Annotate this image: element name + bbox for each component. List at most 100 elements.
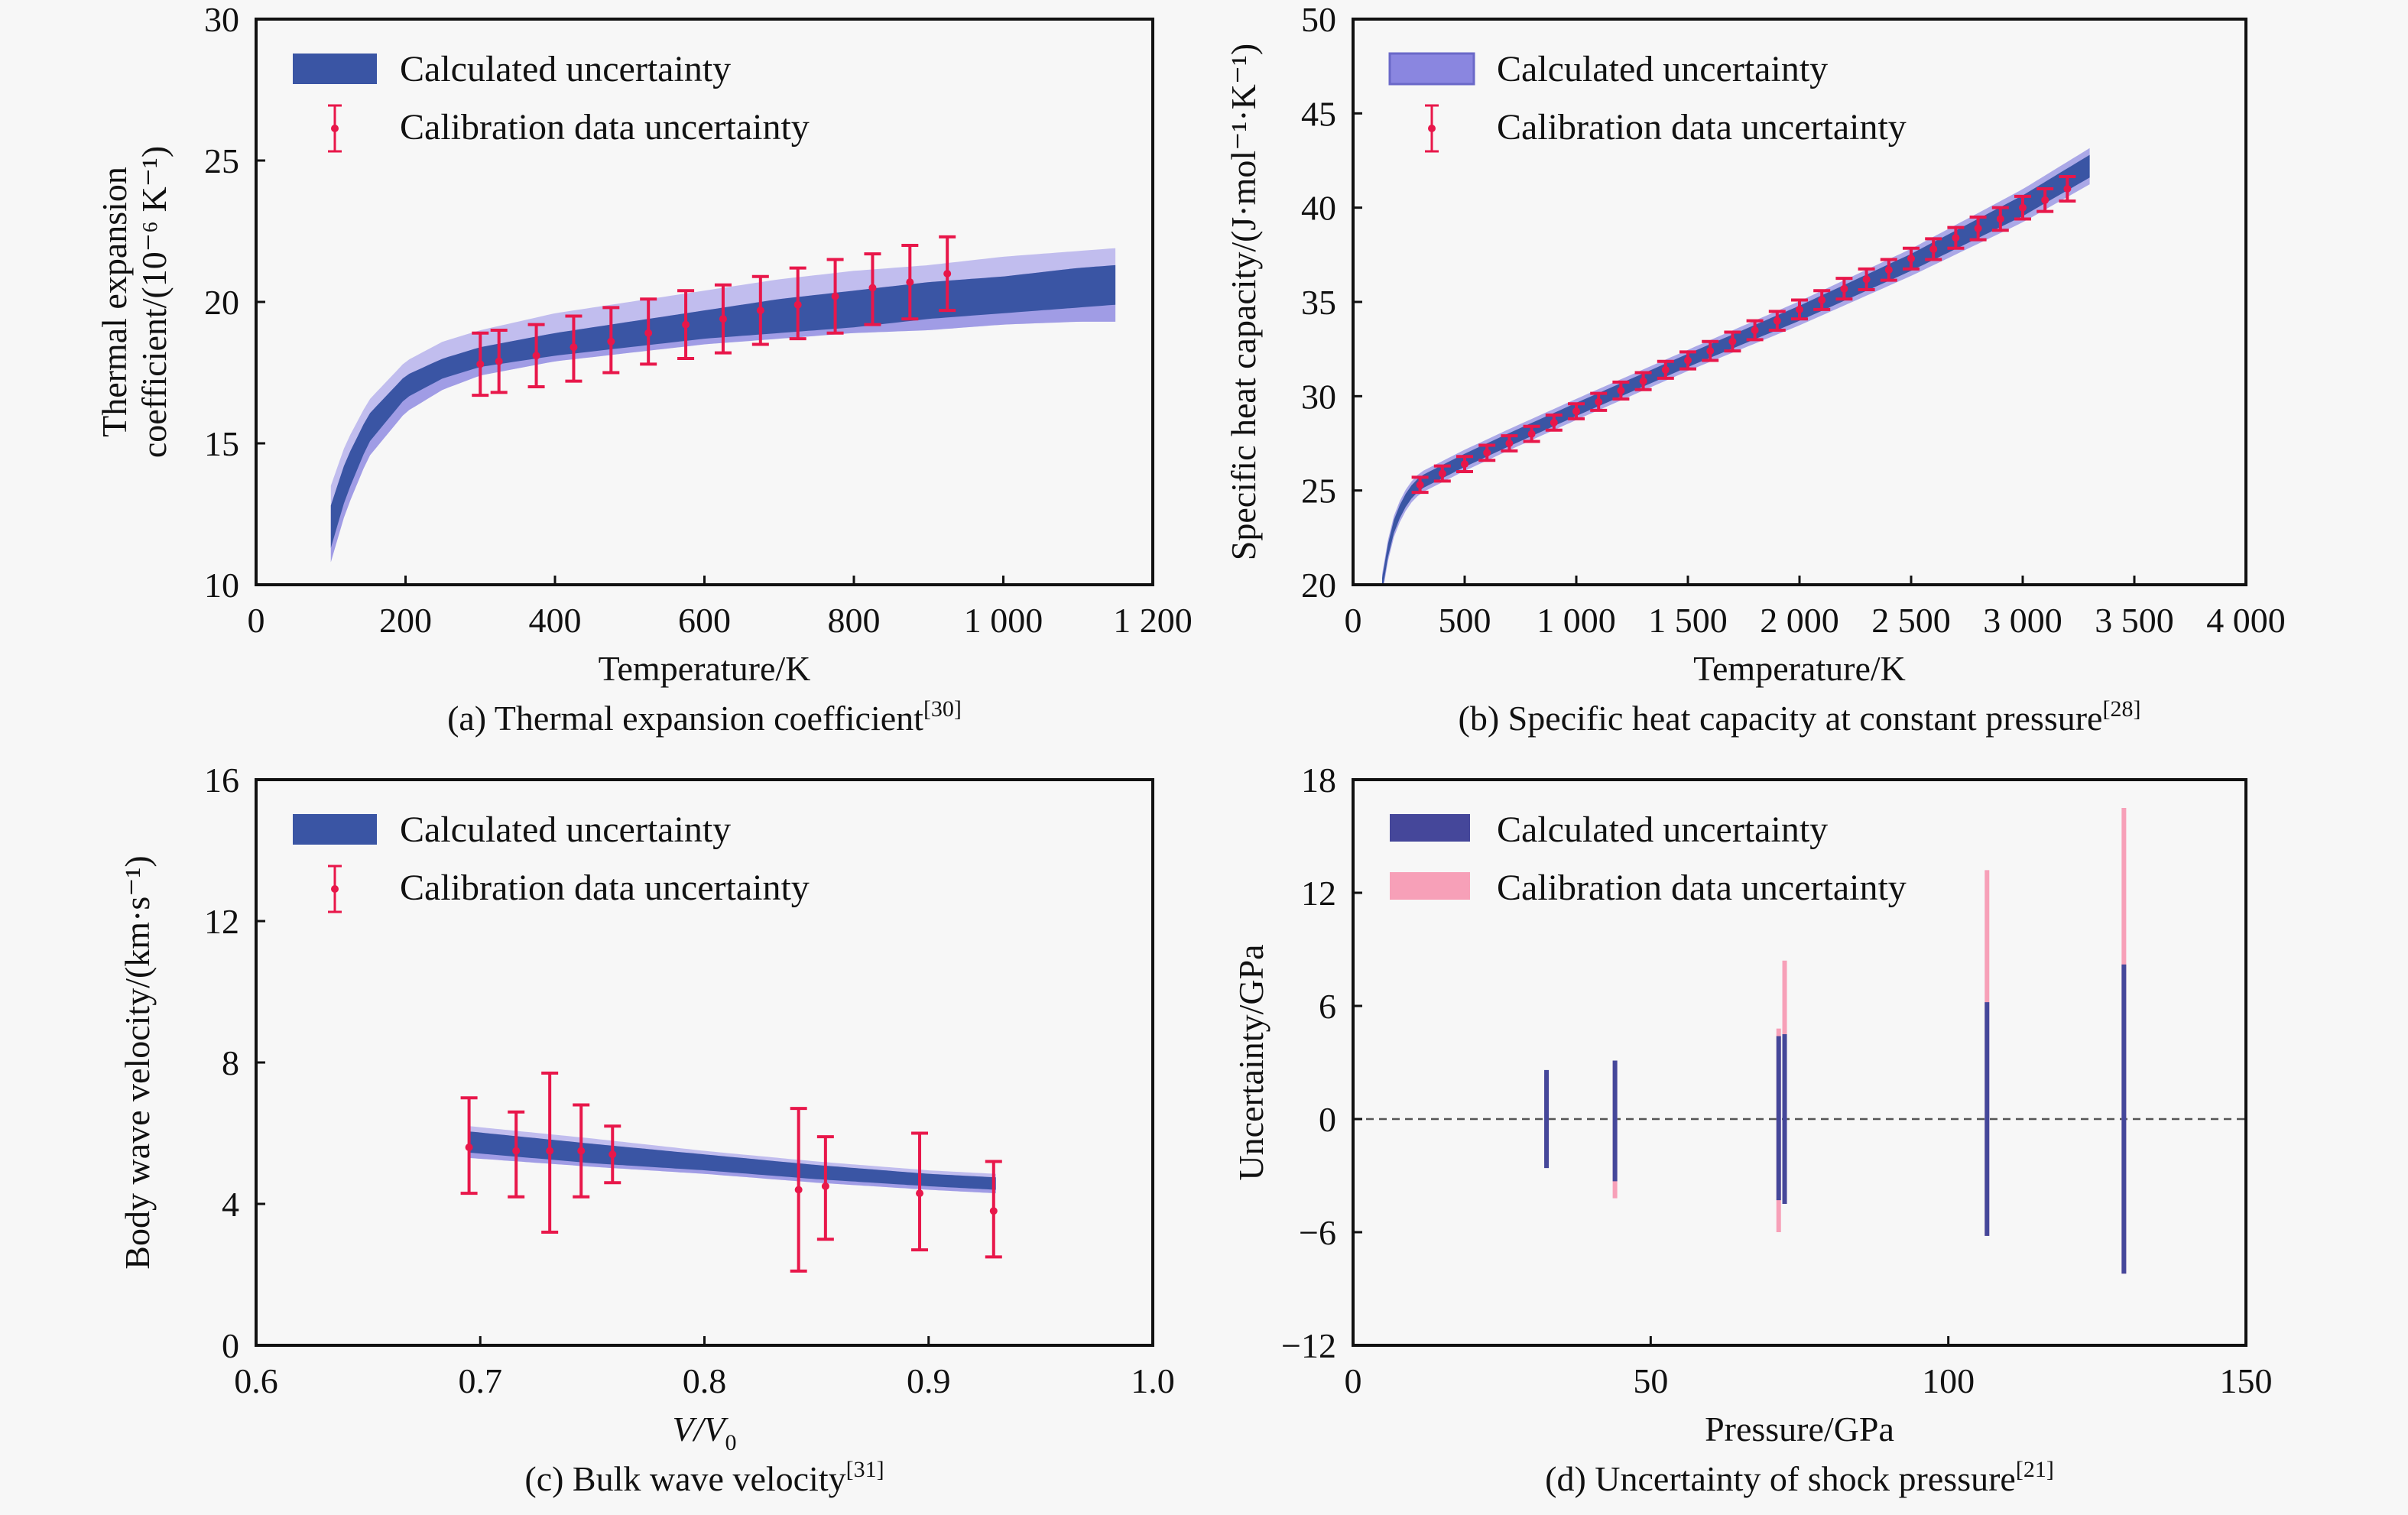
- panel-b: 0 500 1 000 1 500 2 000 2 500 3 000 3 500 4 000 2…: [1224, 0, 2286, 738]
- error-bar: [1791, 298, 1808, 321]
- data-point: [1996, 215, 2004, 223]
- error-bar: [1969, 216, 1987, 242]
- error-bar: [541, 1071, 559, 1234]
- x-tick-label: 3 500: [2095, 601, 2174, 640]
- error-bar: [472, 331, 489, 397]
- error-bar: [790, 1107, 807, 1273]
- legend-label-calculated: Calculated uncertainty: [1497, 49, 1828, 89]
- data-point: [1884, 266, 1893, 274]
- data-point: [793, 300, 802, 309]
- legend: Calculated uncertainty Calibration data u…: [293, 809, 810, 913]
- x-tick-label: 1.0: [1131, 1361, 1175, 1400]
- data-point: [1796, 305, 1803, 313]
- legend-errorbar-point: [331, 885, 339, 893]
- x-tick-label: 200: [379, 601, 432, 640]
- error-bar: [2036, 187, 2054, 213]
- error-bar: [1880, 258, 1897, 282]
- x-tick-label: 2 000: [1760, 601, 1839, 640]
- error-bar: [1523, 424, 1540, 443]
- y-tick-label: 10: [204, 566, 239, 605]
- x-tick-label: 400: [529, 601, 582, 640]
- y-tick-label: 45: [1301, 94, 1336, 133]
- data-point: [682, 320, 690, 329]
- data-point: [1929, 245, 1938, 253]
- data-point: [1438, 469, 1446, 478]
- data-point: [868, 284, 877, 292]
- data-point: [1527, 430, 1536, 438]
- error-bar: [939, 235, 956, 313]
- data-point: [1639, 377, 1647, 385]
- error-bar: [508, 1110, 525, 1199]
- error-bar: [1724, 330, 1741, 353]
- error-bar: [460, 1096, 478, 1195]
- legend-label-calibration: Calibration data uncertainty: [1497, 868, 1907, 908]
- panel-c: 0.6 0.7 0.8 0.9 1.0 0 4 8 12 16 V/V0 Body wave velo…: [118, 761, 1175, 1498]
- data-point: [906, 278, 914, 287]
- panel-caption: (c) Bulk wave velocity[31]: [524, 1457, 884, 1498]
- y-tick-label: 0: [222, 1326, 239, 1365]
- error-bar: [2014, 194, 2031, 221]
- error-bar: [1478, 443, 1496, 462]
- y-tick-label: 35: [1301, 283, 1336, 322]
- data-point: [831, 292, 839, 300]
- legend-swatch-calculated: [1388, 52, 1475, 86]
- y-tick-label: 0: [1319, 1100, 1336, 1139]
- error-bar: [714, 283, 732, 355]
- data-point: [719, 315, 727, 323]
- data-point: [607, 337, 615, 345]
- y-axis-title: Uncertainty/GPa: [1232, 944, 1271, 1180]
- data-point: [512, 1147, 521, 1155]
- legend: Calculated uncertainty Calibration data u…: [1390, 809, 1907, 908]
- error-bar: [1433, 464, 1451, 483]
- x-axis-title: V/V0: [673, 1410, 737, 1455]
- data-point: [1572, 407, 1580, 416]
- plot-area-b: [1382, 148, 2090, 585]
- x-axis-title: Temperature/K: [1693, 649, 1906, 688]
- x-tick-label: 1 000: [1537, 601, 1616, 640]
- y-tick-label: 15: [204, 424, 239, 463]
- data-point: [1461, 460, 1468, 469]
- panel-caption: (d) Uncertainty of shock pressure[21]: [1545, 1457, 2054, 1498]
- data-point: [1550, 418, 1558, 427]
- error-bar: [1746, 319, 1764, 342]
- panel-caption: (a) Thermal expansion coefficient[30]: [447, 696, 962, 738]
- data-point: [1505, 440, 1514, 447]
- y-tick-label: 12: [1301, 874, 1336, 913]
- error-bar: [527, 323, 545, 388]
- error-bar: [1991, 206, 2009, 232]
- error-bar: [490, 329, 508, 394]
- error-bar: [826, 258, 844, 335]
- legend-label-calibration: Calibration data uncertainty: [1497, 107, 1907, 148]
- x-tick-label: 600: [678, 601, 731, 640]
- y-tick-label: 4: [222, 1185, 239, 1224]
- error-bar: [1501, 434, 1518, 453]
- y-tick-label: 40: [1301, 189, 1336, 228]
- error-bar: [640, 297, 657, 366]
- legend-label-calibration: Calibration data uncertainty: [400, 868, 810, 908]
- y-axis-title-line2: coefficient/(10⁻⁶ K⁻¹): [135, 146, 174, 458]
- y-tick-label: 30: [204, 0, 239, 39]
- y-tick-label: 25: [1301, 472, 1336, 511]
- error-bar: [1947, 225, 1965, 250]
- data-point: [916, 1189, 924, 1198]
- y-tick-label: −6: [1299, 1213, 1336, 1252]
- legend-errorbar-point: [1428, 125, 1436, 132]
- x-tick-label: 0: [1345, 601, 1362, 640]
- x-axis-title: Pressure/GPa: [1705, 1410, 1894, 1448]
- error-bar: [1702, 339, 1719, 362]
- data-point: [577, 1147, 586, 1155]
- data-point: [465, 1144, 473, 1151]
- y-tick-label: −12: [1281, 1326, 1336, 1365]
- x-tick-label: 0.8: [683, 1361, 727, 1400]
- error-bar: [789, 266, 806, 341]
- error-bar: [1612, 380, 1630, 401]
- data-point: [2041, 196, 2049, 204]
- y-tick-label: 18: [1301, 761, 1336, 800]
- error-bar: [1634, 371, 1652, 391]
- x-tick-label: 0: [248, 601, 265, 640]
- panel-a: 0 200 400 600 800 1 000 1 200 10 15 20 25 30 Tempera…: [95, 0, 1193, 738]
- data-point: [1974, 224, 1982, 232]
- data-point: [943, 270, 952, 277]
- error-bar: [1545, 414, 1563, 432]
- data-point: [794, 1186, 803, 1194]
